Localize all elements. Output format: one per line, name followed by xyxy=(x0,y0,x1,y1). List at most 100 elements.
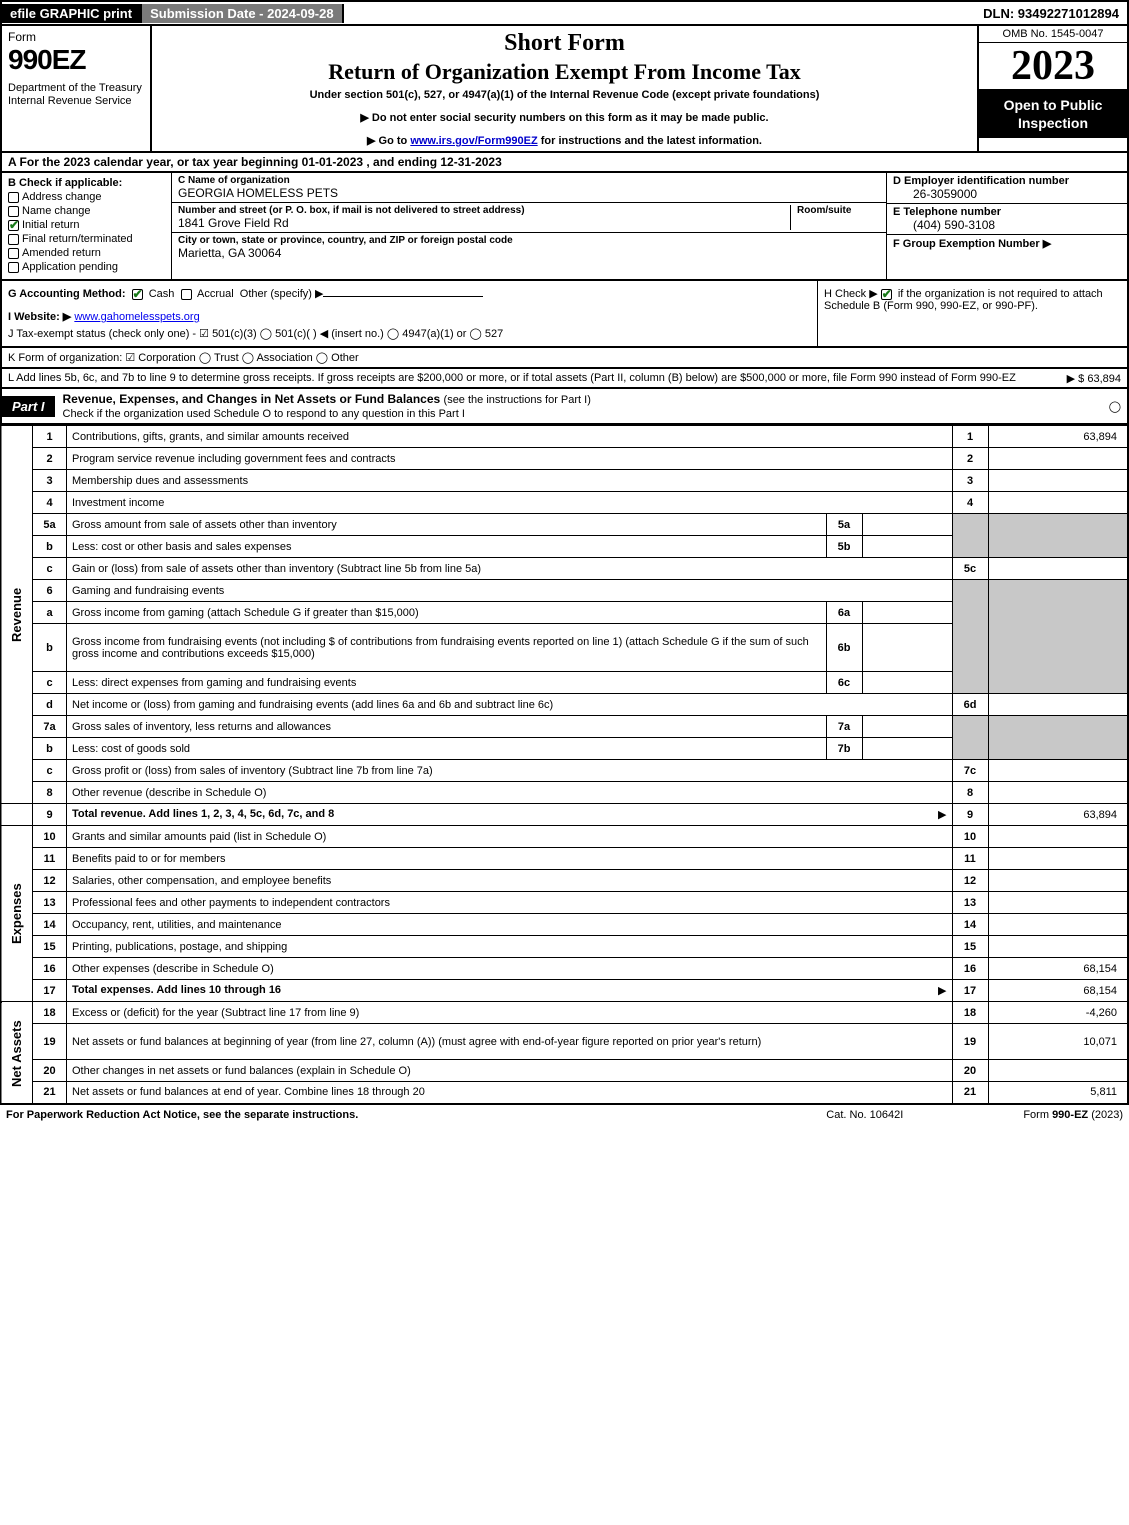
table-row: Net Assets 18 Excess or (deficit) for th… xyxy=(1,1002,1128,1024)
line-ref: 6d xyxy=(952,694,988,716)
table-row: 2 Program service revenue including gove… xyxy=(1,448,1128,470)
check-address-change[interactable]: Address change xyxy=(8,191,165,203)
dln: DLN: 93492271012894 xyxy=(975,4,1127,23)
line-amount xyxy=(988,760,1128,782)
check-initial-return[interactable]: Initial return xyxy=(8,219,165,231)
ein-value: 26-3059000 xyxy=(893,187,1121,201)
line-amount: 5,811 xyxy=(988,1082,1128,1104)
line-amount xyxy=(988,448,1128,470)
h-pre: H Check ▶ xyxy=(824,288,881,300)
table-row: 16 Other expenses (describe in Schedule … xyxy=(1,958,1128,980)
line-desc: Occupancy, rent, utilities, and maintena… xyxy=(67,914,953,936)
table-row: 17 Total expenses. Add lines 10 through … xyxy=(1,980,1128,1002)
dept-treasury: Department of the Treasury Internal Reve… xyxy=(8,82,144,108)
check-final-return[interactable]: Final return/terminated xyxy=(8,233,165,245)
checkbox-icon xyxy=(181,289,192,300)
subline-num: 6a xyxy=(826,602,862,624)
instructions-pre: ▶ Go to xyxy=(367,135,410,147)
row-l-gross-receipts: L Add lines 5b, 6c, and 7b to line 9 to … xyxy=(0,369,1129,389)
table-row: 14 Occupancy, rent, utilities, and maint… xyxy=(1,914,1128,936)
line-desc: Professional fees and other payments to … xyxy=(67,892,953,914)
line-amount: 68,154 xyxy=(988,980,1128,1002)
line-ref: 9 xyxy=(952,804,988,826)
line-ref: 11 xyxy=(952,848,988,870)
website-link[interactable]: www.gahomelesspets.org xyxy=(74,311,199,323)
address-value: 1841 Grove Field Rd xyxy=(178,216,790,230)
check-label: Final return/terminated xyxy=(22,233,133,245)
phone-value: (404) 590-3108 xyxy=(893,218,1121,232)
table-row: Expenses 10 Grants and similar amounts p… xyxy=(1,826,1128,848)
line-desc: Other revenue (describe in Schedule O) xyxy=(67,782,953,804)
row-a-tax-year: A For the 2023 calendar year, or tax yea… xyxy=(0,153,1129,173)
line-ref: 8 xyxy=(952,782,988,804)
check-name-change[interactable]: Name change xyxy=(8,205,165,217)
subline-value xyxy=(862,624,952,672)
header-left: Form 990EZ Department of the Treasury In… xyxy=(2,26,152,151)
address-label: Number and street (or P. O. box, if mail… xyxy=(178,205,790,216)
arrow-icon: ▶ xyxy=(938,808,946,821)
check-label: Application pending xyxy=(22,261,118,273)
paperwork-notice: For Paperwork Reduction Act Notice, see … xyxy=(6,1109,826,1121)
form-word: Form xyxy=(8,30,144,44)
line-ref: 13 xyxy=(952,892,988,914)
line-amount xyxy=(988,782,1128,804)
line-desc: Other expenses (describe in Schedule O) xyxy=(67,958,953,980)
line-ref: 16 xyxy=(952,958,988,980)
line-amount: 63,894 xyxy=(988,804,1128,826)
line-num: c xyxy=(33,672,67,694)
line-ref: 14 xyxy=(952,914,988,936)
short-form-title: Short Form xyxy=(160,30,969,57)
row-l-text: L Add lines 5b, 6c, and 7b to line 9 to … xyxy=(8,372,1016,384)
ssn-warning: ▶ Do not enter social security numbers o… xyxy=(160,111,969,124)
line-desc: Gaming and fundraising events xyxy=(67,580,953,602)
table-row: 9 Total revenue. Add lines 1, 2, 3, 4, 5… xyxy=(1,804,1128,826)
efile-label: efile GRAPHIC print xyxy=(2,4,140,23)
header-block: Form 990EZ Department of the Treasury In… xyxy=(0,26,1129,153)
grey-cell xyxy=(952,580,988,694)
line-num: 1 xyxy=(33,426,67,448)
header-center: Short Form Return of Organization Exempt… xyxy=(152,26,977,151)
line-desc: Gross income from fundraising events (no… xyxy=(67,624,827,672)
subline-value xyxy=(862,738,952,760)
table-row: 8 Other revenue (describe in Schedule O)… xyxy=(1,782,1128,804)
instructions-link[interactable]: www.irs.gov/Form990EZ xyxy=(410,135,537,147)
netassets-section-label: Net Assets xyxy=(1,1002,33,1104)
column-b-checkboxes: B Check if applicable: Address change Na… xyxy=(2,173,172,279)
line-num: 19 xyxy=(33,1024,67,1060)
checkbox-icon xyxy=(881,289,892,300)
line-desc: Total expenses. Add lines 10 through 16 … xyxy=(67,980,953,1002)
check-amended-return[interactable]: Amended return xyxy=(8,247,165,259)
part-1-header: Part I Revenue, Expenses, and Changes in… xyxy=(0,389,1129,425)
checkbox-icon xyxy=(8,220,19,231)
subline-value xyxy=(862,536,952,558)
submission-date: Submission Date - 2024-09-28 xyxy=(140,4,344,23)
line-desc: Investment income xyxy=(67,492,953,514)
total-expenses-label: Total expenses. Add lines 10 through 16 xyxy=(72,984,281,996)
checkbox-icon xyxy=(8,262,19,273)
line-num: 6 xyxy=(33,580,67,602)
line-num: 2 xyxy=(33,448,67,470)
part-1-table: Revenue 1 Contributions, gifts, grants, … xyxy=(0,425,1129,1105)
subline-value xyxy=(862,602,952,624)
line-amount xyxy=(988,694,1128,716)
other-label: Other (specify) ▶ xyxy=(240,288,324,300)
checkbox-icon xyxy=(8,206,19,217)
table-row: 11 Benefits paid to or for members 11 xyxy=(1,848,1128,870)
subline-value xyxy=(862,672,952,694)
table-row: 7a Gross sales of inventory, less return… xyxy=(1,716,1128,738)
line-ref: 7c xyxy=(952,760,988,782)
line-desc: Membership dues and assessments xyxy=(67,470,953,492)
line-num: 11 xyxy=(33,848,67,870)
tax-year: 2023 xyxy=(979,43,1127,90)
line-num: 3 xyxy=(33,470,67,492)
line-num: a xyxy=(33,602,67,624)
part-1-checkbox[interactable]: ◯ xyxy=(1109,400,1127,413)
line-num: d xyxy=(33,694,67,716)
checkbox-icon xyxy=(8,248,19,259)
check-application-pending[interactable]: Application pending xyxy=(8,261,165,273)
line-desc: Printing, publications, postage, and shi… xyxy=(67,936,953,958)
line-desc: Total revenue. Add lines 1, 2, 3, 4, 5c,… xyxy=(67,804,953,826)
line-amount: -4,260 xyxy=(988,1002,1128,1024)
group-exemption-label: F Group Exemption Number ▶ xyxy=(893,237,1121,250)
line-num: 9 xyxy=(33,804,67,826)
